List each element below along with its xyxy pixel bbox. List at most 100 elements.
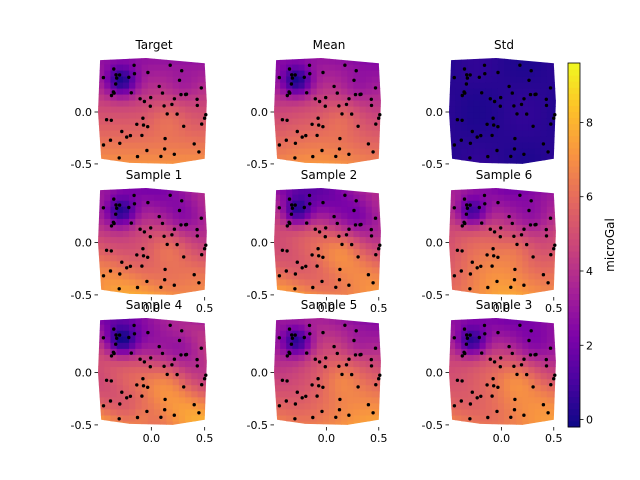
station-point [528,353,533,357]
station-point [377,116,381,120]
station-point [192,273,196,277]
station-point [352,78,356,83]
station-point [112,197,116,201]
station-point [163,397,167,402]
station-point [343,193,347,197]
station-point [308,202,312,206]
station-point [492,360,497,364]
station-point [321,200,325,205]
station-point [168,193,172,197]
y-tick-label: -0.5 [71,419,92,432]
station-point [531,385,535,389]
station-point [125,135,129,139]
station-point [101,336,106,340]
station-point [112,327,116,331]
station-point [344,233,349,237]
x-tick-label: 0.5 [545,302,563,315]
station-point [507,344,511,349]
station-point [146,385,150,389]
station-point [544,357,548,362]
panel-title: Sample 6 [476,168,532,182]
y-tick-label: 0.0 [426,237,444,250]
station-point [452,75,456,80]
station-point [369,227,373,232]
panel-title: Mean [313,38,346,52]
station-point [465,203,469,207]
station-points [277,193,382,291]
panel-title: Sample 3 [476,298,532,312]
station-point [468,417,472,421]
station-point [118,141,122,145]
panel-title: Sample 4 [126,298,182,312]
station-point [529,69,533,73]
station-point [288,91,292,95]
station-point [135,415,140,420]
station-point [460,93,464,98]
station-point [160,221,165,226]
station-point [285,224,289,228]
station-point [470,129,474,134]
station-point [548,86,553,90]
station-point [129,221,133,225]
station-point [334,285,338,289]
station-point [337,147,342,151]
station-points [452,63,557,160]
station-points [101,63,208,160]
station-point [140,394,144,398]
station-point [305,221,309,225]
station-point [313,227,317,231]
station-point [114,333,118,337]
station-point [305,351,309,355]
station-point [544,103,549,108]
station-point [356,124,360,128]
station-point [480,351,484,355]
station-point [525,242,529,247]
station-point [146,70,150,75]
station-point [172,97,177,101]
station-point [531,255,535,259]
y-tick-label: -0.5 [71,158,92,171]
station-point [549,122,553,126]
x-tick-label: 0.5 [370,302,388,315]
station-point [195,357,199,362]
station-point [460,118,464,123]
station-point [490,394,494,398]
station-point [460,354,464,358]
station-point [159,285,163,289]
station-point [546,281,550,285]
station-point [340,242,344,247]
station-point [202,116,207,120]
station-point [300,135,304,139]
station-point [280,118,285,122]
station-point [170,363,174,367]
station-point [114,203,118,207]
station-point [148,235,152,239]
station-point [127,75,131,80]
station-point [321,125,325,129]
station-point [288,351,292,356]
station-point [172,413,176,417]
x-tick-label: 0.5 [196,432,214,445]
x-tick-label: 0.5 [370,432,388,445]
station-point [148,104,152,108]
station-point [541,403,546,407]
station-point [529,199,533,203]
station-point [316,116,320,120]
station-point [373,346,378,350]
station-points [277,323,382,421]
station-point [277,206,281,210]
station-point [117,203,122,207]
station-point [112,67,116,71]
station-point [132,63,136,67]
station-point [522,357,526,361]
station-point [132,332,137,336]
station-point [117,333,122,337]
station-point [177,208,182,213]
station-point [142,360,147,364]
station-point [183,92,188,97]
heatmap-sample2 [274,188,381,295]
station-point [109,224,114,228]
station-point [512,234,516,238]
station-point [311,154,315,159]
station-point [159,415,163,419]
